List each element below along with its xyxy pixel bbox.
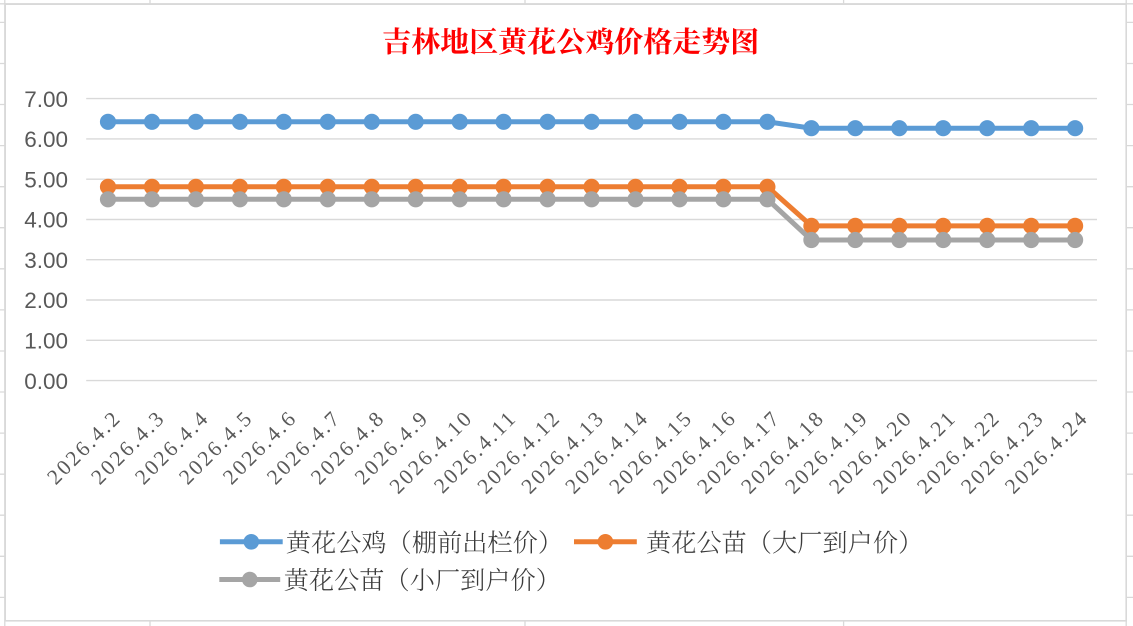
svg-text:4.00: 4.00 [24,208,68,233]
svg-text:3.00: 3.00 [24,248,68,273]
svg-text:2.00: 2.00 [24,288,68,313]
svg-text:0.00: 0.00 [24,369,68,394]
svg-text:7.00: 7.00 [24,87,68,112]
svg-text:6.00: 6.00 [24,127,68,152]
svg-text:1.00: 1.00 [24,329,68,354]
svg-text:5.00: 5.00 [24,167,68,192]
